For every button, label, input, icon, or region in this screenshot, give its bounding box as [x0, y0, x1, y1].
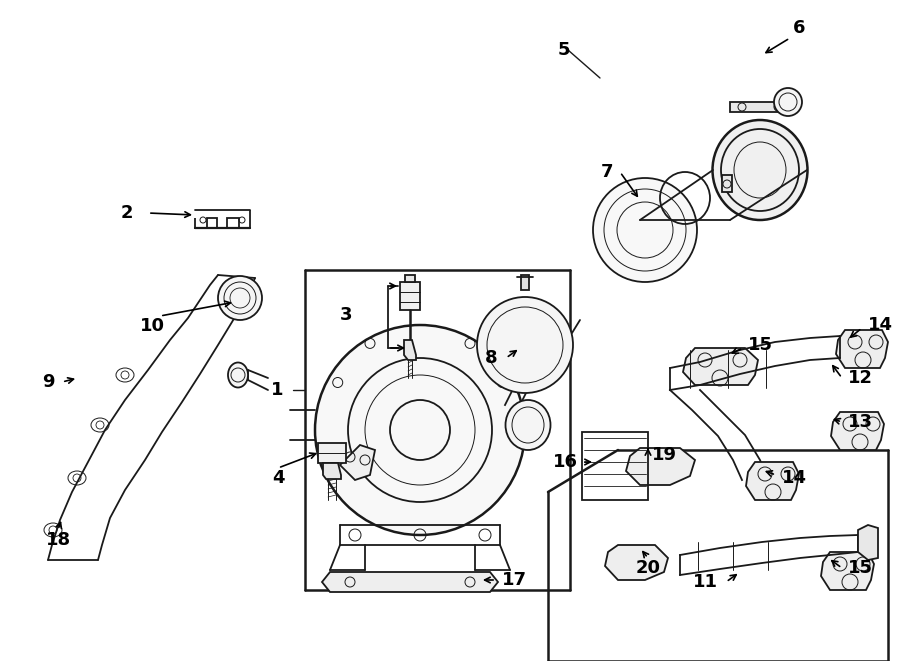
Polygon shape [683, 348, 758, 385]
Text: 1: 1 [271, 381, 283, 399]
Polygon shape [821, 552, 874, 590]
Polygon shape [605, 545, 668, 580]
Text: 19: 19 [652, 446, 677, 464]
Text: 2: 2 [121, 204, 133, 222]
Polygon shape [400, 282, 420, 310]
Circle shape [218, 276, 262, 320]
Polygon shape [340, 445, 375, 480]
Polygon shape [405, 275, 415, 282]
Polygon shape [858, 525, 878, 560]
Text: 18: 18 [45, 531, 70, 549]
Text: 17: 17 [502, 571, 527, 589]
Circle shape [477, 297, 573, 393]
Polygon shape [831, 412, 884, 450]
Polygon shape [730, 102, 790, 112]
Circle shape [315, 325, 525, 535]
Text: 4: 4 [272, 469, 284, 487]
Ellipse shape [713, 120, 807, 220]
Text: 8: 8 [485, 349, 498, 367]
Text: 11: 11 [693, 573, 718, 591]
Polygon shape [521, 275, 529, 290]
Polygon shape [626, 448, 695, 485]
Text: 7: 7 [600, 163, 613, 181]
Text: 14: 14 [782, 469, 807, 487]
Text: 6: 6 [793, 19, 806, 37]
Text: 10: 10 [140, 317, 165, 335]
Polygon shape [322, 572, 498, 592]
Text: 15: 15 [848, 559, 873, 577]
Circle shape [774, 88, 802, 116]
Ellipse shape [228, 362, 248, 387]
Text: 16: 16 [553, 453, 578, 471]
Text: 13: 13 [848, 413, 873, 431]
Text: 5: 5 [558, 41, 571, 59]
Text: 14: 14 [868, 316, 893, 334]
Polygon shape [323, 463, 341, 479]
Text: 3: 3 [339, 306, 352, 324]
Polygon shape [722, 175, 732, 192]
Polygon shape [404, 340, 416, 360]
Circle shape [593, 178, 697, 282]
Text: 15: 15 [748, 336, 773, 354]
Polygon shape [836, 330, 888, 368]
Text: 9: 9 [42, 373, 55, 391]
Text: 12: 12 [848, 369, 873, 387]
Ellipse shape [506, 400, 551, 450]
Polygon shape [746, 462, 799, 500]
Text: 20: 20 [635, 559, 661, 577]
Polygon shape [318, 443, 346, 463]
